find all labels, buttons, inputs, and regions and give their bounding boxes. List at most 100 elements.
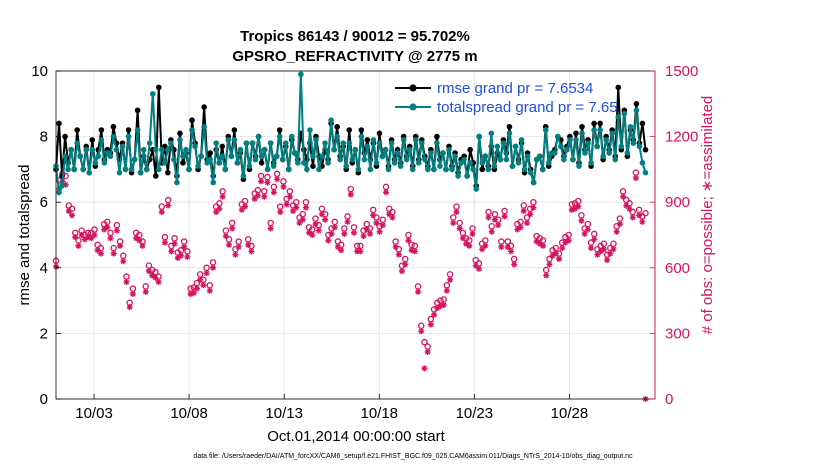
obs-assimilated-point [315,227,322,234]
spread-point [552,150,558,156]
obs-assimilated-point [341,230,348,237]
spread-point [609,130,616,137]
y-left-tick-label: 8 [40,129,48,146]
obs-assimilated-point [588,245,595,252]
obs-assimilated-point [318,211,325,218]
spread-point [391,160,398,166]
rmse-point [165,169,171,176]
rmse-point [276,127,283,133]
spread-point [95,153,102,160]
obs-assimilated-point [94,247,101,254]
spread-point [624,150,631,156]
spread-point [542,127,549,133]
obs-assimilated-point [568,206,575,213]
spread-point [331,146,337,153]
obs-assimilated-point [177,252,184,259]
spread-point [213,140,220,146]
obs-assimilated-point [370,212,377,219]
obs-assimilated-point [386,211,393,218]
y-right-tick-label: 900 [665,194,690,211]
spread-point [591,127,597,133]
spread-point [485,166,492,173]
spread-point [518,137,525,143]
rmse-point [189,117,195,123]
obs-assimilated-point [517,224,524,231]
obs-assimilated-point [187,291,194,298]
spread-point [119,143,126,150]
obs-assimilated-point [251,195,258,202]
spread-point [400,137,407,143]
spread-point [86,169,93,176]
obs-assimilated-point [498,244,505,251]
obs-assimilated-point [427,321,434,328]
obs-assimilated-point [459,235,466,242]
spread-point [461,156,467,163]
obs-assimilated-point [466,242,473,249]
obs-assimilated-point [347,191,354,198]
y-left-tick-label: 6 [40,194,48,211]
spread-point [237,146,244,153]
spread-point [521,166,528,173]
obs-assimilated-point [495,222,502,229]
x-tick-label: 10/03 [75,405,113,422]
obs-assimilated-point [584,226,591,233]
obs-assimilated-point [117,242,124,249]
obs-assimilated-point [209,264,216,271]
obs-assimilated-point [155,279,162,286]
rmse-point [506,123,513,130]
obs-assimilated-point [552,250,559,257]
obs-assimilated-point [373,219,380,226]
spread-point [422,156,428,163]
spread-point [494,143,501,150]
spread-point [177,137,183,143]
spread-point [149,91,156,97]
rmse-point [125,127,132,133]
spread-point [186,166,192,173]
spread-point [443,166,449,173]
rmse-point [579,123,585,130]
y-left-axis-label: rmse and totalspread [16,165,33,306]
obs-assimilated-point [213,209,220,216]
obs-assimilated-point [575,203,582,210]
spread-point [343,163,350,169]
obs-assimilated-point [389,214,396,221]
spread-point [352,146,359,153]
spread-point [512,143,519,150]
obs-assimilated-point [392,244,399,251]
obs-assimilated-point [312,221,319,228]
obs-assimilated-point [411,248,418,255]
spread-point [201,123,207,130]
spread-point [146,140,153,146]
spread-point [576,163,582,169]
rmse-point [633,101,640,107]
spread-point [470,166,476,173]
obs-assimilated-point [270,189,277,196]
spread-point [446,146,452,153]
obs-assimilated-point [408,247,415,254]
obs-assimilated-point [539,242,546,249]
obs-assimilated-point [600,246,607,253]
obs-possible-point [421,338,428,346]
spread-point [558,143,564,150]
spread-point [373,160,380,166]
obs-assimilated-point [382,189,389,196]
obs-assimilated-point [482,242,489,249]
spread-point [564,146,570,153]
spread-point [152,146,159,153]
spread-point [539,166,546,173]
obs-assimilated-point [520,207,527,214]
obs-assimilated-point [229,225,236,232]
obs-assimilated-point [142,288,149,295]
obs-assimilated-point [261,193,268,200]
spread-point [497,156,504,163]
obs-assimilated-point [302,204,309,211]
y-right-tick-label: 1500 [665,63,698,80]
spread-point [68,146,74,153]
spread-point [264,166,271,173]
spread-point [406,146,413,153]
rmse-point [134,107,141,114]
spread-point [292,150,298,156]
spread-point [162,160,168,166]
rmse-point [597,120,603,127]
spread-point [394,150,401,156]
